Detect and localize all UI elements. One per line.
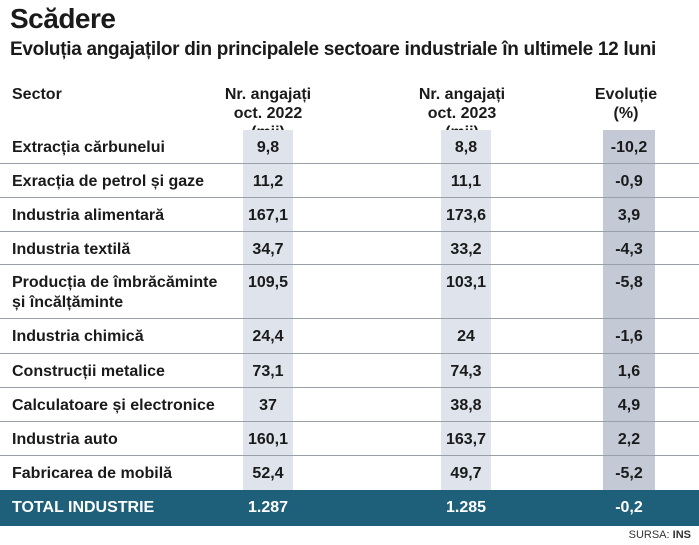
table-row: Producția de îmbrăcăminte și încălțămint… <box>0 265 699 319</box>
sector-name: Extracția cărbunelui <box>12 139 165 156</box>
sector-name: Industria alimentară <box>12 207 165 224</box>
page-subtitle: Evoluția angajaților din principalele se… <box>10 39 656 60</box>
total-label: TOTAL INDUSTRIE <box>12 499 155 516</box>
table-row: Extracția cărbunelui 9,8 8,8 -10,2 <box>0 130 699 164</box>
page-title: Scădere <box>10 3 116 34</box>
value-2022: 24,4 <box>252 328 284 345</box>
total-row: TOTAL INDUSTRIE 1.287 1.285 -0,2 <box>0 490 699 526</box>
table-row: Exracția de petrol și gaze 11,2 11,1 -0,… <box>0 164 699 198</box>
value-evolutie: -5,2 <box>615 465 643 482</box>
sector-name: Producția de îmbrăcăminte și încălțămint… <box>12 273 217 313</box>
value-2022: 52,4 <box>252 465 284 482</box>
sector-name: Industria chimică <box>12 328 144 345</box>
column-shade-2023 <box>441 130 491 490</box>
value-2023: 11,1 <box>450 173 482 190</box>
sector-name: Exracția de petrol și gaze <box>12 173 205 190</box>
value-evolutie: -0,9 <box>615 173 643 190</box>
value-2022: 167,1 <box>247 207 289 224</box>
total-value-2023: 1.285 <box>445 499 487 516</box>
value-2022: 109,5 <box>247 274 289 291</box>
value-2022: 160,1 <box>247 431 289 448</box>
sector-name: Industria auto <box>12 431 118 448</box>
table-row: Industria auto 160,1 163,7 2,2 <box>0 422 699 456</box>
column-shade-evolutie <box>603 130 655 490</box>
value-2023: 8,8 <box>454 139 478 156</box>
value-evolutie: 4,9 <box>617 397 641 414</box>
value-evolutie: 2,2 <box>617 431 641 448</box>
header-evolutie-line2: (%) <box>613 105 639 122</box>
sector-name: Industria textilă <box>12 241 131 258</box>
value-2022: 34,7 <box>252 241 284 258</box>
value-2023: 33,2 <box>450 241 482 258</box>
table-row: Industria chimică 24,4 24 -1,6 <box>0 319 699 354</box>
sector-name-line1: Producția de îmbrăcăminte <box>12 274 218 291</box>
value-2022: 9,8 <box>256 139 280 156</box>
total-value-evolutie: -0,2 <box>615 499 643 516</box>
value-evolutie: -4,3 <box>615 241 643 258</box>
value-2023: 163,7 <box>445 431 487 448</box>
value-2023: 74,3 <box>450 363 482 380</box>
value-2023: 103,1 <box>445 274 487 291</box>
table-row: Industria textilă 34,7 33,2 -4,3 <box>0 232 699 265</box>
sector-name-line2: și încălțăminte <box>12 294 124 311</box>
value-evolutie: -10,2 <box>610 139 648 156</box>
header-evolutie: Evoluție (%) <box>590 85 662 123</box>
value-evolutie: 1,6 <box>617 363 641 380</box>
value-2022: 37 <box>259 397 277 414</box>
value-2023: 49,7 <box>450 465 482 482</box>
sector-name: Calculatoare și electronice <box>12 397 215 414</box>
value-2023: 173,6 <box>445 207 487 224</box>
table-row: Construcții metalice 73,1 74,3 1,6 <box>0 354 699 388</box>
source-name: INS <box>672 529 691 541</box>
source-label: SURSA: <box>628 529 670 541</box>
header-oct-2023-line1: Nr. angajați <box>418 86 506 103</box>
value-2022: 11,2 <box>252 173 284 190</box>
total-value-2022: 1.287 <box>247 499 289 516</box>
value-evolutie: -1,6 <box>615 328 643 345</box>
value-2022: 73,1 <box>252 363 284 380</box>
header-sector: Sector <box>12 86 62 103</box>
source-credit: SURSA: INS <box>629 528 691 542</box>
sector-name: Construcții metalice <box>12 363 165 380</box>
column-shade-2022 <box>243 130 293 490</box>
value-evolutie: -5,8 <box>615 274 643 291</box>
header-oct-2022-line1: Nr. angajați <box>224 86 312 103</box>
table-row: Fabricarea de mobilă 52,4 49,7 -5,2 <box>0 456 699 489</box>
value-2023: 38,8 <box>450 397 482 414</box>
value-evolutie: 3,9 <box>617 207 641 224</box>
sector-name: Fabricarea de mobilă <box>12 465 173 482</box>
table-row: Industria alimentară 167,1 173,6 3,9 <box>0 198 699 232</box>
header-evolutie-line1: Evoluție <box>594 86 658 103</box>
value-2023: 24 <box>457 328 475 345</box>
table-row: Calculatoare și electronice 37 38,8 4,9 <box>0 388 699 422</box>
